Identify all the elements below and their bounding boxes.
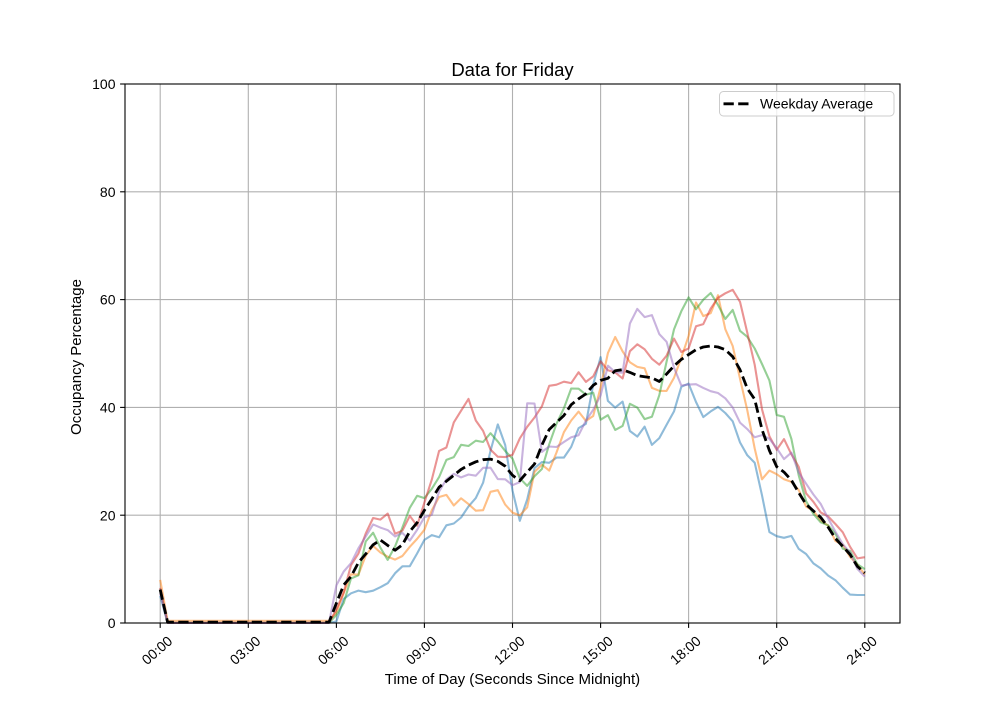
svg-text:100: 100 <box>92 76 116 92</box>
svg-text:0: 0 <box>108 615 116 631</box>
svg-text:Weekday Average: Weekday Average <box>760 96 873 112</box>
svg-text:40: 40 <box>100 400 116 416</box>
svg-text:Time of Day (Seconds Since Mid: Time of Day (Seconds Since Midnight) <box>385 671 640 688</box>
svg-text:Data for Friday: Data for Friday <box>451 59 574 80</box>
svg-text:80: 80 <box>100 184 116 200</box>
svg-text:20: 20 <box>100 507 116 523</box>
svg-text:60: 60 <box>100 292 116 308</box>
svg-text:Occupancy Percentage: Occupancy Percentage <box>68 279 85 435</box>
